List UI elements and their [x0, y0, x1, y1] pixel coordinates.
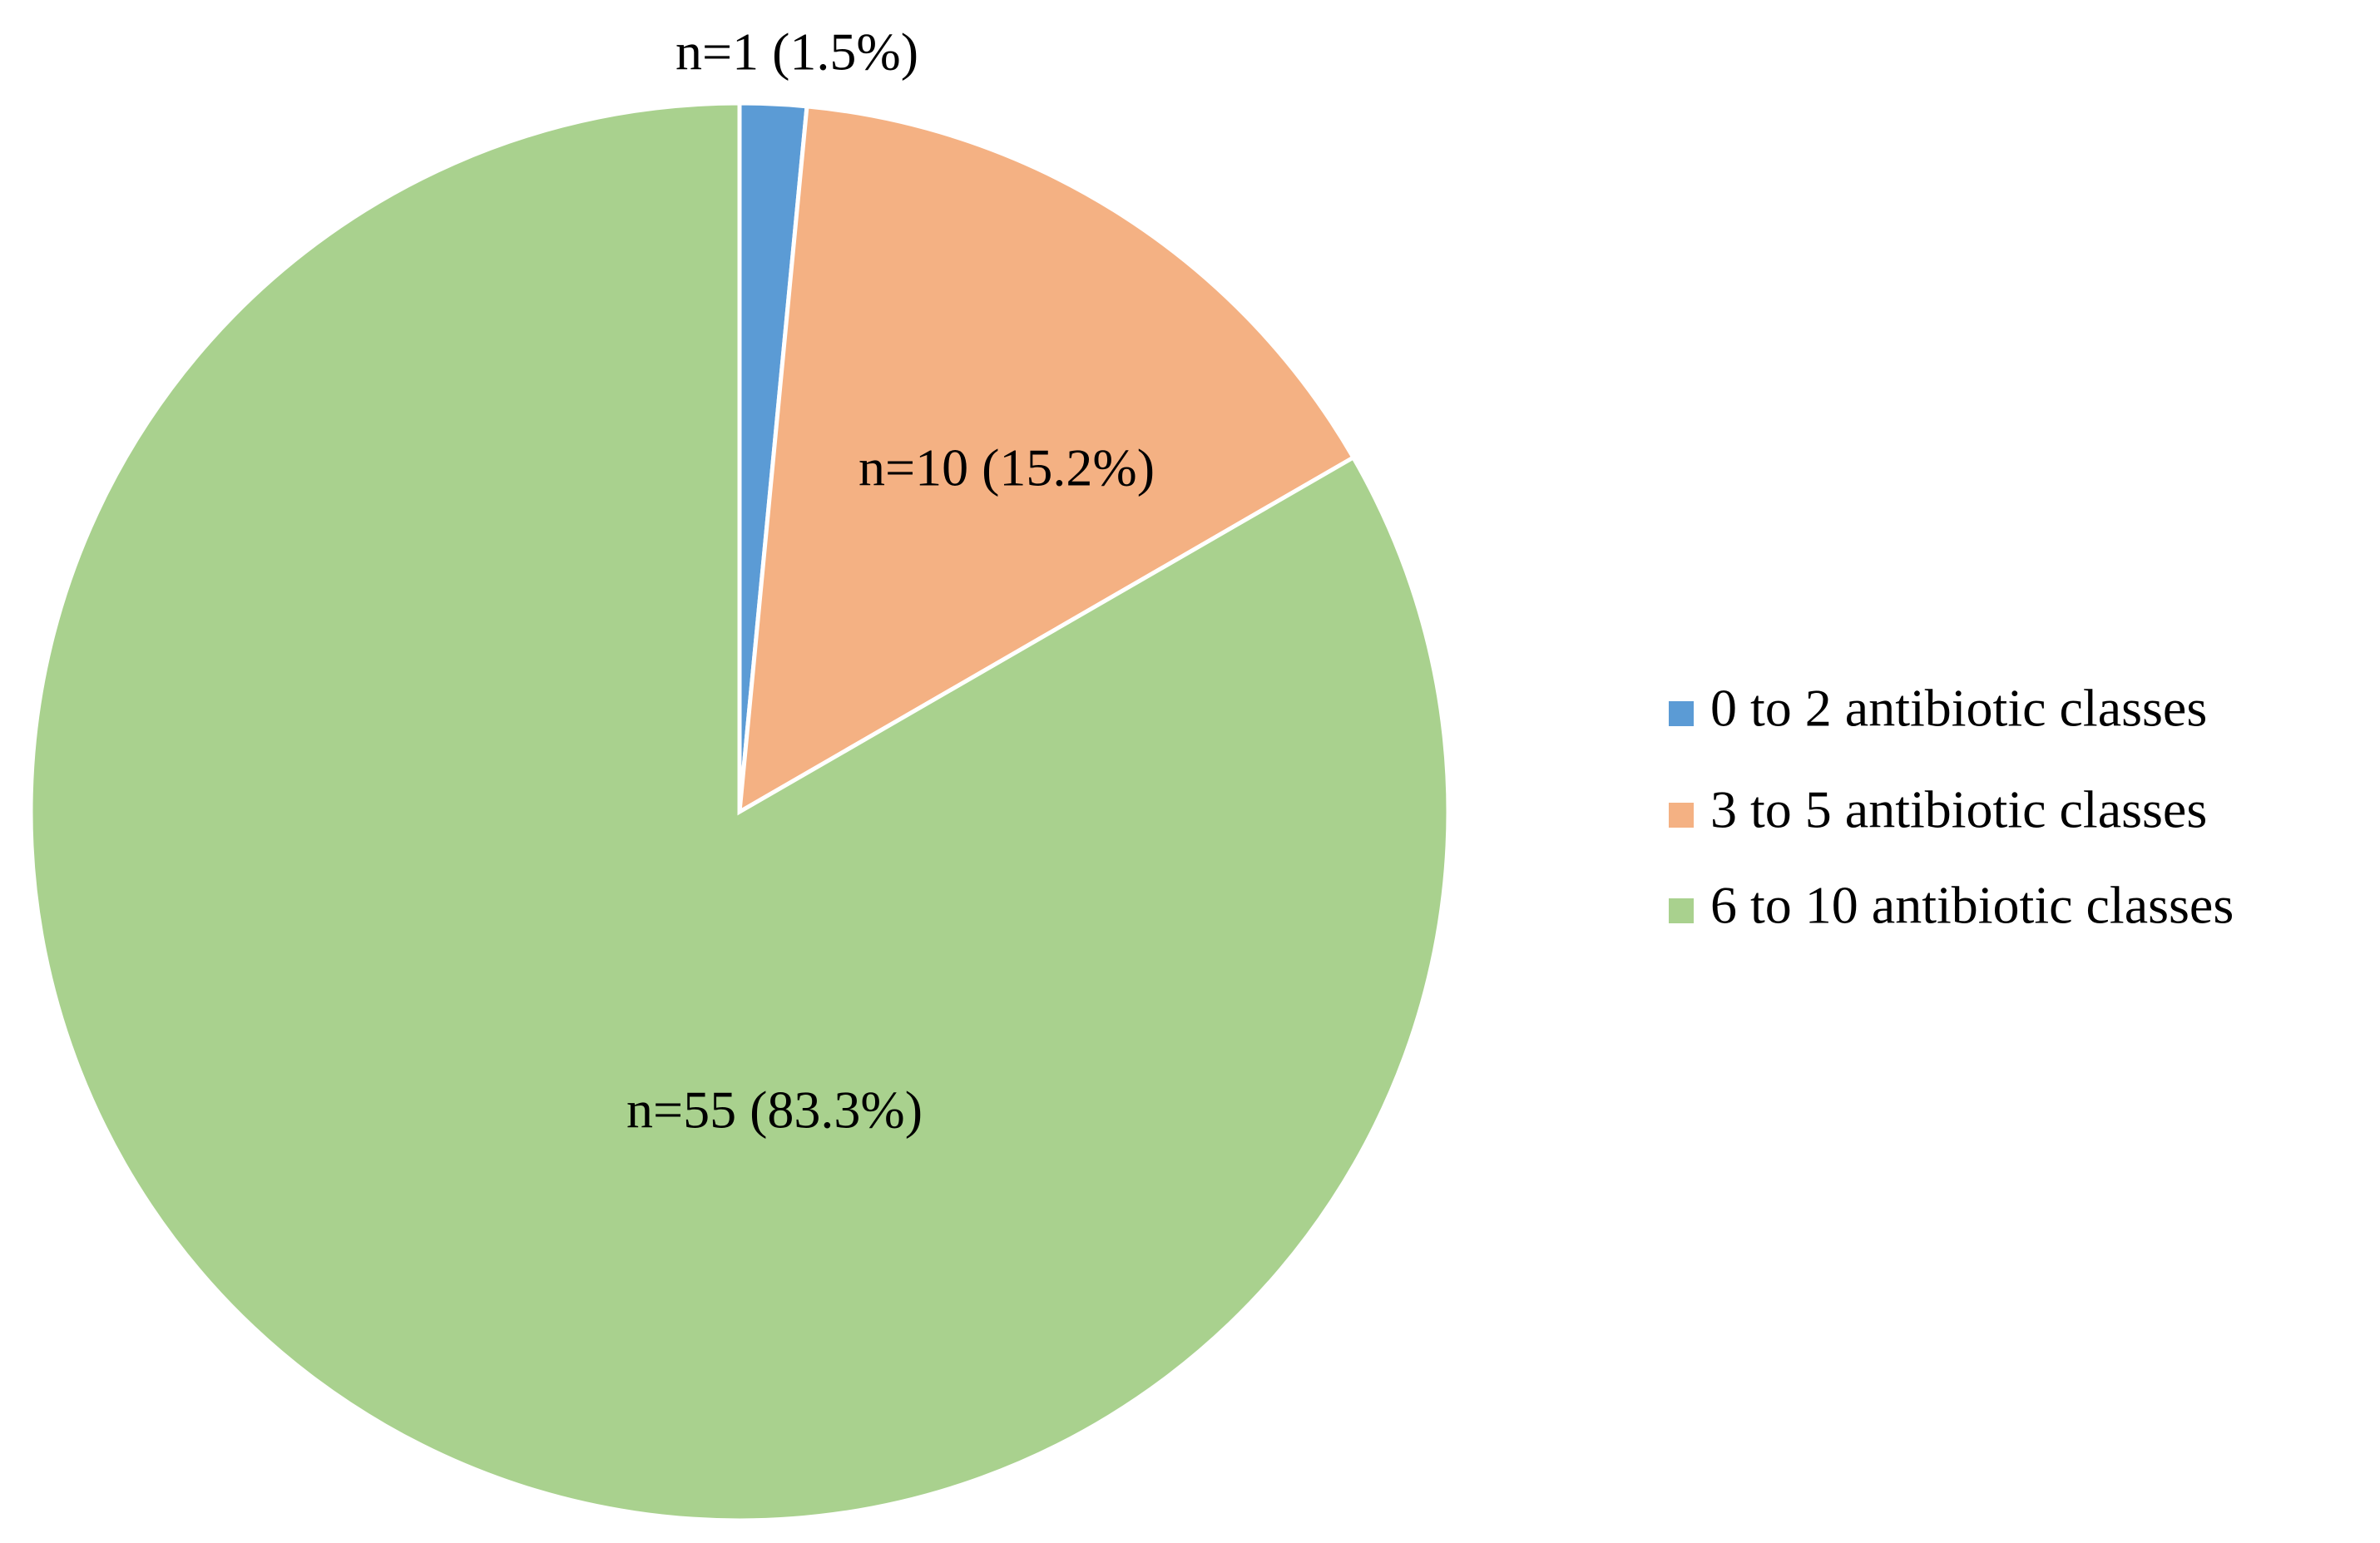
legend-marker [1669, 898, 1694, 923]
legend-label: 0 to 2 antibiotic classes [1710, 679, 2207, 738]
data-label: n=55 (83.3%) [626, 1081, 923, 1140]
legend-label: 6 to 10 antibiotic classes [1710, 876, 2234, 935]
pie-slice [737, 104, 1357, 816]
legend-marker [1669, 701, 1694, 726]
pie-slice [28, 101, 1451, 1523]
data-label: n=10 (15.2%) [858, 438, 1155, 497]
legend-marker [1669, 803, 1694, 828]
legend-label: 3 to 5 antibiotic classes [1710, 780, 2207, 839]
data-label: n=1 (1.5%) [675, 22, 918, 82]
